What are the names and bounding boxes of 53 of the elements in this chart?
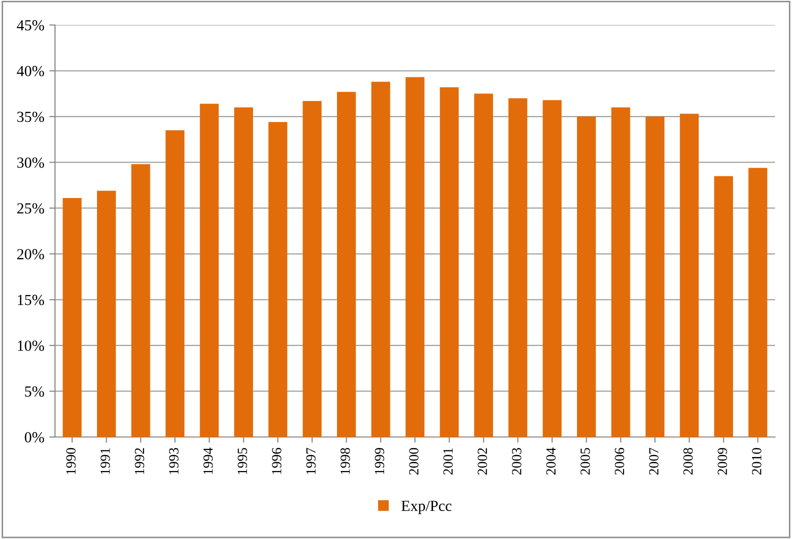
x-tick-label: 2003	[512, 448, 522, 475]
bar	[234, 107, 253, 437]
legend-label: Exp/Pcc	[401, 500, 452, 514]
bar	[97, 190, 116, 437]
y-tick-label: 35%	[17, 112, 44, 122]
x-tick-label: 2001	[443, 448, 453, 475]
bar	[131, 164, 150, 437]
bar	[406, 77, 424, 437]
x-tick-label: 1996	[272, 448, 282, 474]
x-tick-label: 2010	[752, 448, 762, 475]
bar	[440, 87, 459, 437]
y-tick-label: 25%	[17, 203, 44, 214]
bar	[646, 116, 664, 437]
y-tick-label: 20%	[17, 249, 44, 260]
x-tick-label: 1999	[374, 448, 384, 474]
y-tick-label: 5%	[25, 386, 44, 397]
x-tick-label: 1991	[100, 448, 110, 474]
x-tick-label: 1997	[306, 448, 316, 474]
bar	[474, 94, 493, 437]
x-tick-label: 2007	[649, 448, 658, 475]
x-tick-label: 2004	[546, 448, 556, 475]
x-tick-label: 1992	[134, 448, 144, 474]
bar	[200, 104, 219, 437]
y-tick-label: 40%	[16, 66, 44, 76]
y-tick-label: 30%	[17, 157, 44, 168]
bar	[508, 98, 528, 437]
x-tick-label: 1993	[169, 448, 178, 474]
bar	[542, 100, 562, 437]
x-tick-label: 1990	[66, 448, 76, 474]
x-tick-label: 2005	[580, 448, 590, 475]
x-tick-label: 2002	[478, 448, 488, 475]
bar	[714, 176, 733, 437]
bar	[62, 198, 82, 437]
x-tick-label: 1995	[238, 448, 248, 474]
bar	[577, 116, 596, 437]
bar	[166, 130, 184, 437]
bar	[680, 114, 699, 437]
bar	[371, 82, 390, 437]
y-tick-label: 0%	[24, 432, 44, 442]
bar	[337, 92, 356, 437]
x-tick-label: 1998	[340, 448, 350, 474]
bar	[748, 168, 768, 437]
x-tick-label: 1994	[203, 448, 213, 474]
x-tick-label: 2008	[683, 448, 693, 475]
bar	[302, 100, 322, 437]
y-tick-label: 10%	[18, 340, 44, 351]
x-tick-label: 2006	[614, 448, 624, 475]
x-tick-label: 2000	[409, 448, 418, 475]
bar	[611, 107, 630, 437]
x-tick-label: 2009	[718, 448, 728, 475]
y-tick-label: 15%	[18, 294, 44, 306]
y-tick-label: 45%	[16, 20, 44, 30]
bar	[268, 122, 288, 437]
